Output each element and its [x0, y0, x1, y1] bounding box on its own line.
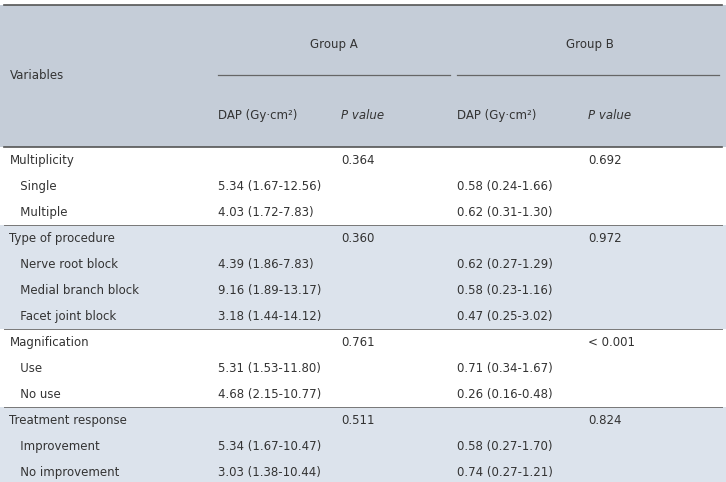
- Text: Facet joint block: Facet joint block: [9, 310, 117, 322]
- Text: 0.824: 0.824: [588, 414, 621, 427]
- Text: 9.16 (1.89-13.17): 9.16 (1.89-13.17): [218, 284, 321, 296]
- Text: Magnification: Magnification: [9, 336, 89, 348]
- Text: 0.761: 0.761: [341, 336, 375, 348]
- Text: 0.62 (0.27-1.29): 0.62 (0.27-1.29): [457, 258, 553, 270]
- Bar: [0, 407, 726, 482]
- Text: DAP (Gy·cm²): DAP (Gy·cm²): [218, 109, 297, 122]
- Text: 0.26 (0.16-0.48): 0.26 (0.16-0.48): [457, 388, 553, 401]
- Text: Improvement: Improvement: [9, 440, 100, 453]
- Text: 0.58 (0.23-1.16): 0.58 (0.23-1.16): [457, 284, 553, 296]
- Text: Medial branch block: Medial branch block: [9, 284, 139, 296]
- Text: Group B: Group B: [566, 38, 613, 51]
- Text: No use: No use: [9, 388, 61, 401]
- Text: 4.68 (2.15-10.77): 4.68 (2.15-10.77): [218, 388, 321, 401]
- Text: 0.58 (0.24-1.66): 0.58 (0.24-1.66): [457, 180, 553, 192]
- Text: 0.360: 0.360: [341, 232, 375, 244]
- Text: Group A: Group A: [310, 38, 358, 51]
- Text: No improvement: No improvement: [9, 466, 120, 479]
- Text: Variables: Variables: [9, 69, 64, 82]
- Text: 5.34 (1.67-10.47): 5.34 (1.67-10.47): [218, 440, 321, 453]
- Text: Use: Use: [9, 362, 43, 375]
- Text: DAP (Gy·cm²): DAP (Gy·cm²): [457, 109, 537, 122]
- Text: 3.18 (1.44-14.12): 3.18 (1.44-14.12): [218, 310, 321, 322]
- Text: 0.47 (0.25-3.02): 0.47 (0.25-3.02): [457, 310, 553, 322]
- Text: Single: Single: [9, 180, 57, 192]
- Text: 5.31 (1.53-11.80): 5.31 (1.53-11.80): [218, 362, 321, 375]
- Text: 0.74 (0.27-1.21): 0.74 (0.27-1.21): [457, 466, 553, 479]
- Bar: [0, 329, 726, 407]
- Text: < 0.001: < 0.001: [588, 336, 635, 348]
- Text: 0.692: 0.692: [588, 154, 621, 166]
- Text: 4.03 (1.72-7.83): 4.03 (1.72-7.83): [218, 206, 314, 218]
- Text: 0.71 (0.34-1.67): 0.71 (0.34-1.67): [457, 362, 553, 375]
- Bar: [0, 225, 726, 329]
- Text: Treatment response: Treatment response: [9, 414, 127, 427]
- Text: 3.03 (1.38-10.44): 3.03 (1.38-10.44): [218, 466, 321, 479]
- Text: 0.511: 0.511: [341, 414, 375, 427]
- Text: P value: P value: [341, 109, 384, 122]
- Text: Type of procedure: Type of procedure: [9, 232, 115, 244]
- Text: 0.364: 0.364: [341, 154, 375, 166]
- Bar: [0, 147, 726, 225]
- Text: 5.34 (1.67-12.56): 5.34 (1.67-12.56): [218, 180, 321, 192]
- Text: 0.62 (0.31-1.30): 0.62 (0.31-1.30): [457, 206, 553, 218]
- Text: Multiple: Multiple: [9, 206, 68, 218]
- Bar: [0, 5, 726, 147]
- Text: Nerve root block: Nerve root block: [9, 258, 118, 270]
- Text: 4.39 (1.86-7.83): 4.39 (1.86-7.83): [218, 258, 314, 270]
- Text: Multiplicity: Multiplicity: [9, 154, 74, 166]
- Text: P value: P value: [588, 109, 631, 122]
- Text: 0.58 (0.27-1.70): 0.58 (0.27-1.70): [457, 440, 553, 453]
- Text: 0.972: 0.972: [588, 232, 621, 244]
